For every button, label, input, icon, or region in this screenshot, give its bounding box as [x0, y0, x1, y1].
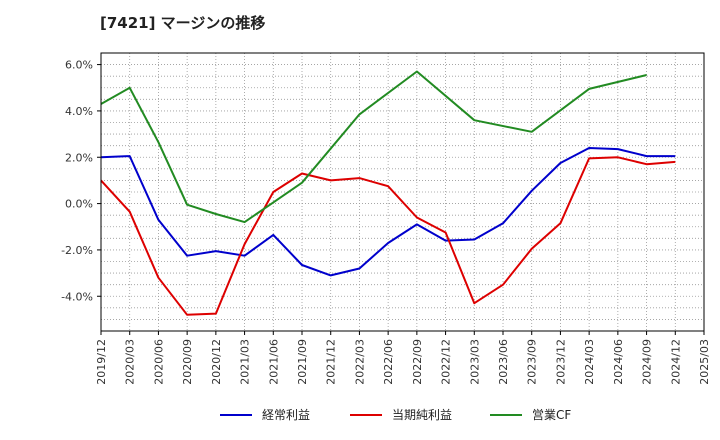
x-tick-label: 2021/06 [267, 339, 280, 385]
x-tick-label: 2023/03 [468, 339, 481, 385]
x-tick-label: 2023/09 [526, 339, 539, 385]
y-tick-label: 0.0% [65, 198, 93, 211]
x-tick-label: 2020/12 [210, 339, 223, 385]
x-tick-label: 2020/06 [152, 339, 165, 385]
x-tick-label: 2024/09 [641, 339, 654, 385]
x-tick-label: 2023/12 [554, 339, 567, 385]
x-tick-label: 2020/03 [124, 339, 137, 385]
legend-label: 経常利益 [262, 408, 310, 422]
series-line [100, 70, 647, 224]
x-tick-label: 2021/03 [239, 339, 252, 385]
x-tick-label: 2021/09 [296, 339, 309, 385]
x-tick-label: 2024/12 [669, 339, 682, 385]
y-tick-label: -4.0% [61, 290, 93, 303]
y-tick-label: 2.0% [65, 151, 93, 164]
legend-label: 当期純利益 [392, 408, 452, 422]
x-axis-ticks: 2019/12 2020/03 2020/06 2020/09 2020/12 2021/… [95, 331, 711, 385]
x-tick-label: 2024/03 [583, 339, 596, 385]
x-tick-label: 2024/06 [612, 339, 625, 385]
legend: 経常利益 当期純利益 営業CF [220, 408, 571, 422]
x-tick-label: 2021/12 [325, 339, 338, 385]
x-tick-label: 2022/03 [353, 339, 366, 385]
y-tick-label: 6.0% [65, 59, 93, 72]
chart-title: [7421] マージンの推移 [100, 14, 266, 32]
legend-label: 営業CF [532, 408, 571, 422]
x-tick-label: 2025/03 [698, 339, 711, 385]
plot-area [101, 53, 704, 331]
x-tick-label: 2020/09 [181, 339, 194, 385]
y-tick-label: -2.0% [61, 244, 93, 257]
plot-frame [100, 52, 705, 332]
series-line [100, 156, 676, 316]
x-tick-label: 2023/06 [497, 339, 510, 385]
x-tick-label: 2022/12 [440, 339, 453, 385]
series-line [100, 147, 676, 277]
y-axis-ticks: 6.0% 4.0% 2.0% 0.0% -2.0% -4.0% [61, 59, 101, 303]
y-tick-label: 4.0% [65, 105, 93, 118]
series-lines [100, 70, 676, 316]
x-tick-label: 2022/06 [382, 339, 395, 385]
x-tick-label: 2022/09 [411, 339, 424, 385]
x-tick-label: 2019/12 [95, 339, 108, 385]
